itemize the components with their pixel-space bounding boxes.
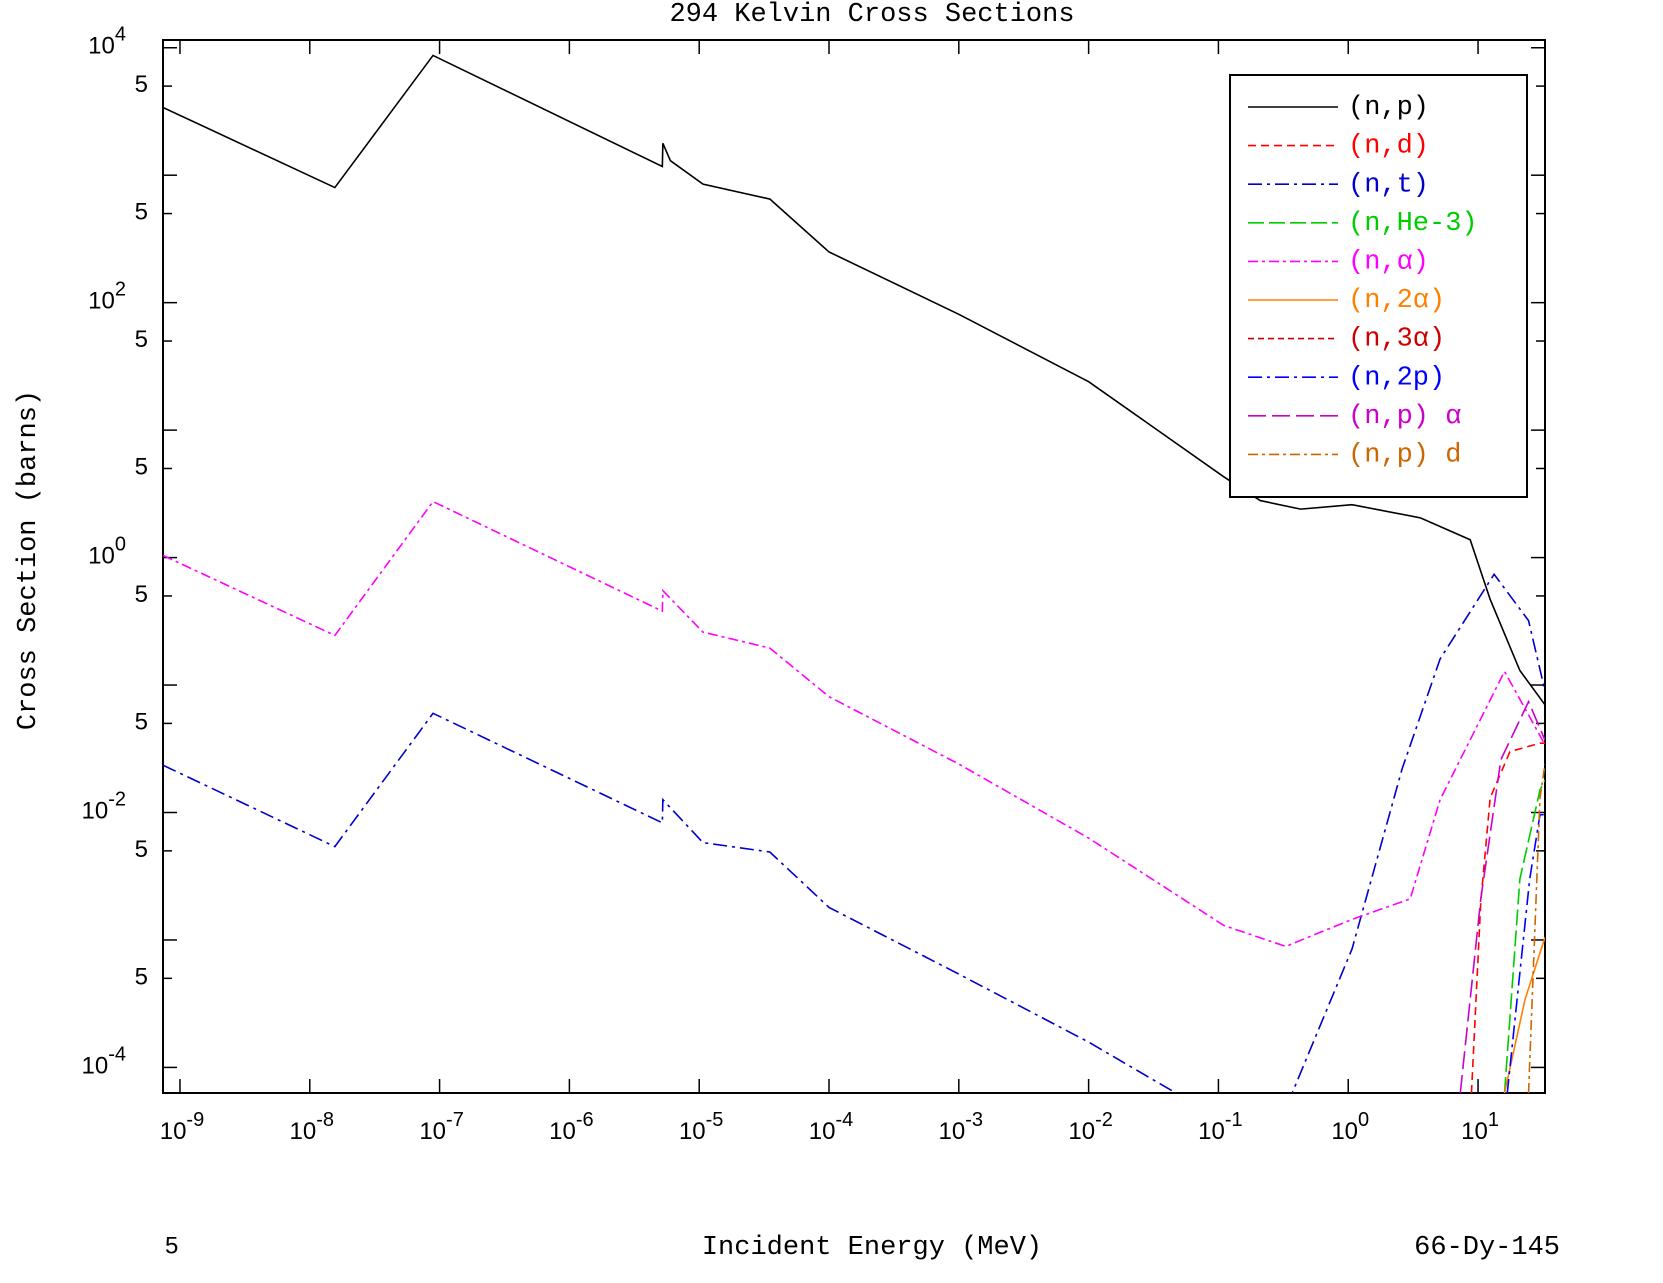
tick-label-exponent: 2	[115, 279, 126, 301]
tick-label-exponent: -2	[108, 789, 126, 811]
corner-label: 5	[165, 1232, 178, 1259]
series-line	[1540, 1106, 1545, 1134]
legend-label: (n,p)	[1348, 93, 1429, 123]
chart-title: 294 Kelvin Cross Sections	[669, 0, 1074, 30]
tick-label-base: 5	[135, 71, 148, 98]
tick-label: 10-2	[1068, 1109, 1113, 1145]
legend-label: (n,2p)	[1348, 363, 1445, 393]
tick-label-exponent: 0	[1358, 1109, 1369, 1131]
tick-label: 100	[88, 534, 126, 570]
tick-label-exponent: -1	[1225, 1109, 1243, 1131]
tick-label-exponent: -5	[706, 1109, 724, 1131]
legend-label: (n,α)	[1348, 248, 1429, 278]
tick-label: 102	[88, 279, 126, 315]
tick-label-exponent: -8	[316, 1109, 334, 1131]
tick-label: 101	[1461, 1109, 1499, 1145]
series-line	[163, 500, 1545, 948]
tick-label: 100	[1331, 1109, 1369, 1145]
tick-label-base: 10	[88, 288, 115, 315]
tick-label-base: 10	[1198, 1118, 1225, 1145]
tick-label: 5	[135, 454, 148, 481]
tick-label-base: 10	[419, 1118, 446, 1145]
series-line	[163, 572, 1545, 1093]
tick-label: 10-5	[679, 1109, 724, 1145]
tick-label: 10-9	[160, 1109, 205, 1145]
tick-label: 5	[135, 326, 148, 353]
tick-label-base: 10	[88, 543, 115, 570]
legend-label: (n,He-3)	[1348, 209, 1478, 239]
tick-label-base: 5	[135, 709, 148, 736]
tick-label-base: 5	[135, 199, 148, 226]
tick-label-base: 10	[290, 1118, 317, 1145]
plot-frame	[162, 39, 1546, 1094]
tick-label-base: 10	[809, 1118, 836, 1145]
corner-label: 66-Dy-145	[1414, 1233, 1560, 1263]
legend-label: (n,p) α	[1348, 402, 1461, 432]
tick-label: 104	[88, 24, 126, 60]
tick-label-base: 5	[135, 326, 148, 353]
tick-label-exponent: -9	[186, 1109, 204, 1131]
tick-label-base: 10	[160, 1118, 187, 1145]
tick-label-exponent: -3	[965, 1109, 983, 1131]
series-line	[1459, 699, 1545, 1093]
series-line	[1506, 813, 1545, 1093]
tick-label-exponent: -4	[108, 1044, 126, 1066]
tick-label-exponent: 1	[1488, 1109, 1499, 1131]
tick-label-base: 10	[1331, 1118, 1358, 1145]
legend-label: (n,2α)	[1348, 286, 1445, 316]
tick-label-exponent: 0	[115, 534, 126, 556]
tick-label: 10-8	[290, 1109, 335, 1145]
legend-label: (n,p) d	[1348, 441, 1461, 471]
tick-label-exponent: -6	[576, 1109, 594, 1131]
legend-label: (n,t)	[1348, 170, 1429, 200]
legend-label: (n,d)	[1348, 132, 1429, 162]
tick-label: 5	[135, 581, 148, 608]
tick-label: 10-3	[939, 1109, 984, 1145]
tick-label-base: 10	[88, 33, 115, 60]
series-line	[1470, 742, 1545, 1093]
tick-label-base: 10	[939, 1118, 966, 1145]
series-line	[1503, 937, 1545, 1093]
tick-label: 5	[135, 71, 148, 98]
legend-label: (n,3α)	[1348, 325, 1445, 355]
tick-label-base: 10	[82, 1053, 109, 1080]
tick-label-exponent: -4	[835, 1109, 853, 1131]
x-axis-label: Incident Energy (MeV)	[702, 1233, 1042, 1263]
tick-label: 5	[135, 709, 148, 736]
tick-label-base: 10	[679, 1118, 706, 1145]
tick-label: 10-4	[809, 1109, 854, 1145]
tick-label-exponent: -7	[446, 1109, 464, 1131]
tick-label: 5	[135, 836, 148, 863]
tick-label: 10-7	[419, 1109, 464, 1145]
tick-label-base: 10	[549, 1118, 576, 1145]
tick-label-base: 10	[1068, 1118, 1095, 1145]
series-line	[1503, 779, 1545, 1093]
y-axis-label: Cross Section (barns)	[14, 390, 44, 730]
series-line	[1527, 763, 1545, 1093]
tick-label-exponent: 4	[115, 24, 126, 46]
tick-label-base: 10	[82, 798, 109, 825]
tick-label-exponent: -2	[1095, 1109, 1113, 1131]
tick-label-base: 5	[135, 454, 148, 481]
tick-label: 10-4	[82, 1044, 127, 1080]
tick-label-base: 5	[135, 836, 148, 863]
plot-area	[163, 54, 1545, 1134]
tick-label-base: 5	[135, 581, 148, 608]
tick-label: 10-2	[82, 789, 127, 825]
tick-label: 10-6	[549, 1109, 594, 1145]
tick-label: 10-1	[1198, 1109, 1243, 1145]
tick-label-base: 5	[135, 964, 148, 991]
tick-label: 5	[135, 964, 148, 991]
series-line	[163, 54, 1545, 706]
tick-label: 5	[135, 199, 148, 226]
tick-label-base: 10	[1461, 1118, 1488, 1145]
